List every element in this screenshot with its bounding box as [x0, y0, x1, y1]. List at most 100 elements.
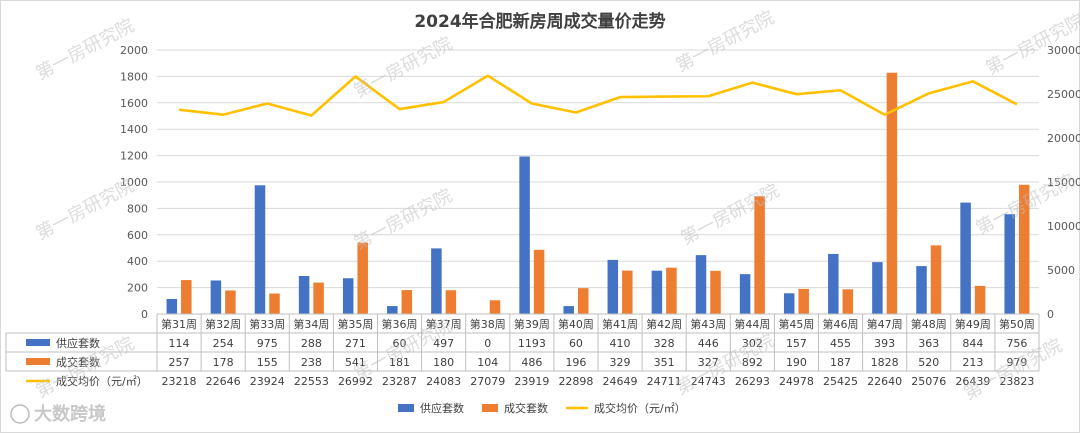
category-label: 第39周 — [514, 317, 550, 331]
y-left-tick-label: 1800 — [120, 70, 148, 83]
table-value: 23823 — [999, 375, 1034, 388]
table-value: 190 — [786, 356, 807, 369]
table-value: 363 — [918, 337, 939, 350]
table-value: 975 — [257, 337, 278, 350]
legend-label: 供应套数 — [420, 401, 464, 415]
bar-supply — [872, 262, 883, 314]
bar-supply — [916, 266, 927, 314]
watermark-text: 第一房研究院 — [350, 185, 455, 254]
bar-deal — [225, 290, 236, 314]
bar-supply — [607, 259, 619, 314]
table-value: 302 — [742, 337, 763, 350]
legend-label: 成交套数 — [504, 401, 548, 415]
watermark-text: 第一房研究院 — [677, 180, 782, 249]
bar-deal — [710, 270, 721, 314]
table-series-name: 成交均价（元/㎡） — [56, 374, 148, 388]
y-left-tick-label: 2000 — [120, 44, 148, 57]
table-value: 24978 — [779, 375, 814, 388]
table-value: 254 — [213, 337, 234, 350]
table-legend-key — [26, 339, 50, 346]
table-value: 196 — [565, 356, 586, 369]
y-right-tick-label: 20000 — [1047, 132, 1080, 145]
table-value: 520 — [918, 356, 939, 369]
table-value: 25076 — [911, 375, 946, 388]
bar-deal — [754, 196, 765, 314]
table-value: 271 — [345, 337, 366, 350]
table-value: 22898 — [558, 375, 593, 388]
table-value: 288 — [301, 337, 322, 350]
bar-deal — [666, 267, 677, 314]
bar-supply — [739, 274, 751, 314]
table-value: 327 — [698, 356, 719, 369]
bar-supply — [166, 298, 178, 314]
category-label: 第41周 — [602, 317, 638, 331]
y-left-tick-label: 1400 — [120, 123, 148, 136]
bar-deal — [269, 293, 280, 314]
bar-deal — [577, 288, 589, 314]
watermark-text: 第一房研究院 — [350, 33, 455, 102]
table-value: 26439 — [955, 375, 990, 388]
bar-supply — [519, 156, 530, 314]
table-value: 60 — [393, 337, 407, 350]
table-value: 187 — [830, 356, 851, 369]
table-value: 213 — [962, 356, 983, 369]
table-value: 844 — [962, 337, 983, 350]
bar-supply — [431, 248, 442, 314]
table-value: 328 — [654, 337, 675, 350]
table-value: 410 — [610, 337, 631, 350]
table-value: 1828 — [871, 356, 899, 369]
table-value: 24743 — [691, 375, 726, 388]
category-label: 第37周 — [426, 317, 462, 331]
bar-deal — [1018, 184, 1030, 314]
bar-deal — [622, 270, 633, 314]
table-value: 25425 — [823, 375, 858, 388]
bar-deal — [489, 300, 501, 314]
bar-supply — [960, 202, 971, 314]
bar-supply — [387, 306, 398, 314]
table-series-name: 供应套数 — [56, 336, 100, 350]
table-value: 24083 — [426, 375, 461, 388]
y-left-tick-label: 400 — [127, 255, 148, 268]
table-value: 238 — [301, 356, 322, 369]
legend-key — [482, 404, 498, 412]
y-left-tick-label: 1200 — [120, 150, 148, 163]
table-value: 155 — [257, 356, 278, 369]
table-value: 24711 — [647, 375, 682, 388]
bar-deal — [842, 289, 854, 314]
bar-deal — [445, 290, 457, 314]
y-right-tick-label: 30000 — [1047, 44, 1080, 57]
bar-deal — [886, 72, 898, 314]
category-label: 第44周 — [734, 317, 770, 331]
y-right-tick-label: 15000 — [1047, 176, 1080, 189]
legend-label: 成交均价（元/㎡） — [594, 401, 686, 415]
bar-deal — [357, 242, 368, 314]
watermark-text: 第一房研究院 — [672, 7, 777, 76]
bar-supply — [695, 255, 707, 314]
brand-icon — [10, 404, 30, 424]
category-label: 第43周 — [690, 317, 726, 331]
table-value: 23919 — [514, 375, 549, 388]
bar-deal — [798, 288, 809, 314]
bar-supply — [563, 306, 574, 314]
table-value: 181 — [389, 356, 410, 369]
table-value: 22646 — [206, 375, 241, 388]
table-value: 1193 — [518, 337, 546, 350]
table-value: 329 — [610, 356, 631, 369]
y-left-tick-label: 0 — [141, 308, 148, 321]
category-label: 第34周 — [293, 317, 329, 331]
table-value: 23924 — [250, 375, 285, 388]
table-value: 455 — [830, 337, 851, 350]
table-value: 541 — [345, 356, 366, 369]
table-value: 497 — [433, 337, 454, 350]
y-right-tick-label: 5000 — [1047, 264, 1075, 277]
table-value: 393 — [874, 337, 895, 350]
bar-supply — [1004, 214, 1015, 314]
category-label: 第49周 — [955, 317, 991, 331]
bar-supply — [298, 275, 310, 314]
bar-supply — [254, 185, 266, 314]
y-left-tick-label: 1000 — [120, 176, 148, 189]
table-value: 257 — [169, 356, 190, 369]
y-left-tick-label: 800 — [127, 202, 148, 215]
table-value: 178 — [213, 356, 234, 369]
